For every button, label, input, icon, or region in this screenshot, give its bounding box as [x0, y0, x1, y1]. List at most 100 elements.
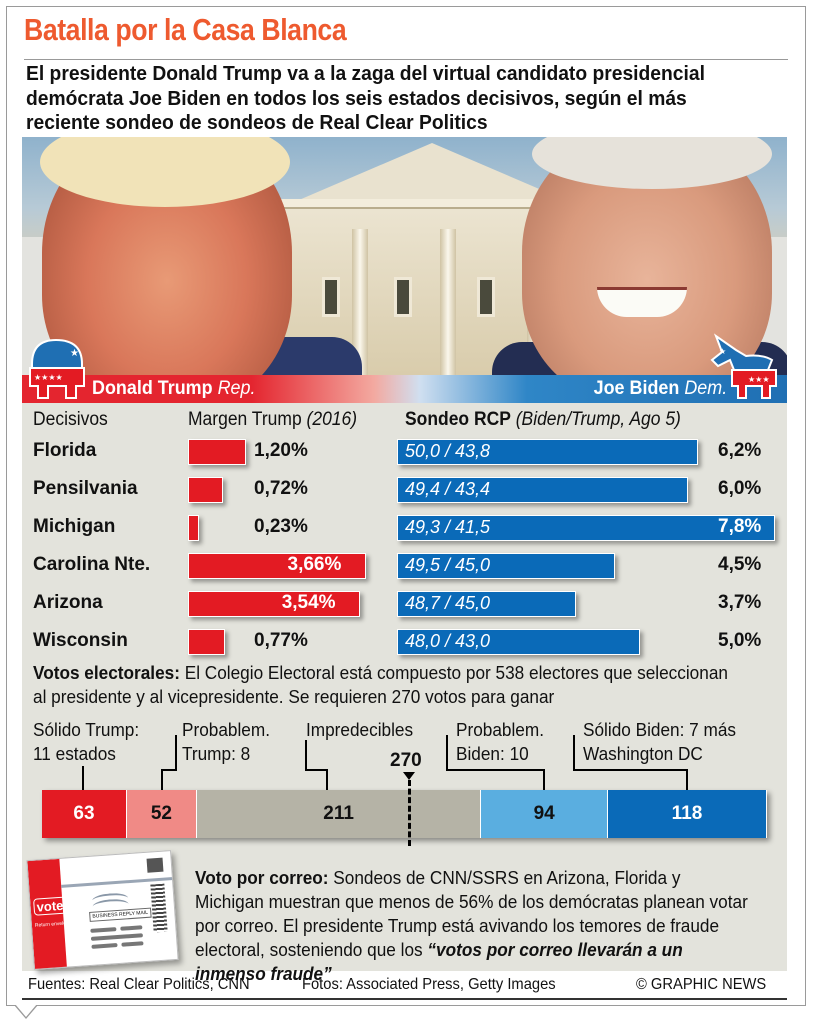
solid-biden-segment: 118	[607, 790, 767, 838]
poll-value: 49,3 / 41,5	[405, 517, 491, 537]
lean-trump-segment: 52	[126, 790, 197, 838]
page-title: Batalla por la Casa Blanca	[24, 12, 347, 47]
trump-margin-bar	[188, 553, 366, 579]
trump-margin-value: 3,66%	[287, 554, 342, 575]
trump-margin-bar	[188, 591, 360, 617]
svg-text:★★★★: ★★★★	[34, 373, 63, 382]
trump-margin-value: 1,20%	[254, 440, 308, 461]
electoral-category-label: Sólido Trump: 11 estados	[33, 718, 139, 766]
svg-text:★: ★	[719, 347, 726, 356]
biden-name-label: Joe Biden Dem.	[593, 377, 727, 399]
leader-line	[446, 769, 544, 771]
column	[352, 229, 368, 375]
threshold-label: 270	[390, 750, 422, 771]
state-label: Florida	[33, 440, 97, 461]
leader-line	[573, 769, 687, 771]
category-label-line2: 11 estados	[33, 743, 116, 764]
electoral-votes-value: 63	[73, 803, 95, 824]
leader-line	[175, 735, 177, 770]
sources-credit: Fuentes: Real Clear Politics, CNN	[28, 976, 250, 993]
electoral-votes-description: Votos electorales: El Colegio Electoral …	[33, 662, 728, 707]
photos-credit: Fotos: Associated Press, Getty Images	[302, 976, 556, 993]
poll-value: 49,5 / 45,0	[405, 555, 491, 575]
state-label: Carolina Nte.	[33, 554, 151, 575]
window	[477, 277, 495, 317]
trump-margin-bar	[188, 515, 200, 541]
trump-name-label: Donald Trump Rep.	[92, 377, 256, 399]
electoral-category-label: Probablem. Biden: 10	[456, 718, 544, 766]
trump-margin-bar	[188, 477, 223, 503]
vote-badge: vote!	[33, 896, 72, 916]
biden-poll-bar	[397, 439, 698, 465]
biden-lead-value: 6,2%	[718, 440, 762, 461]
column	[440, 229, 456, 375]
candidates-photo	[22, 137, 787, 375]
biden-lead-value: 3,7%	[718, 592, 762, 613]
leader-line	[573, 735, 575, 770]
biden-poll-bar	[397, 515, 776, 541]
trump-margin-bar	[188, 439, 247, 465]
svg-text:★: ★	[70, 348, 79, 359]
category-label-line2: Washington DC	[583, 743, 703, 764]
biden-lead-value: 7,8%	[718, 516, 762, 537]
democratic-donkey-icon: ★ ★★★	[710, 333, 777, 399]
biden-lead-value: 5,0%	[718, 630, 762, 651]
state-label: Michigan	[33, 516, 116, 537]
biden-lead-value: 6,0%	[718, 478, 762, 499]
poll-value: 49,4 / 43,4	[405, 479, 491, 499]
poll-value: 50,0 / 43,8	[405, 441, 491, 461]
biden-lead-value: 4,5%	[718, 554, 762, 575]
leader-line	[446, 735, 448, 770]
trump-margin-bar	[188, 629, 226, 655]
category-label-line2: Trump: 8	[182, 743, 251, 764]
electoral-votes-value: 94	[533, 803, 555, 824]
electoral-category-label: Impredecibles	[306, 718, 413, 742]
trump-margin-value: 3,54%	[281, 592, 336, 613]
state-label: Arizona	[33, 592, 103, 613]
toss-up-segment: 211	[196, 790, 482, 838]
footer-divider	[22, 998, 787, 1000]
category-label-line1: Probablem.	[456, 719, 544, 740]
electoral-votes-bar: 63 52 211 94 118	[42, 790, 767, 838]
white-house-pediment	[292, 143, 572, 203]
leader-line	[686, 769, 688, 795]
state-label: Pensilvania	[33, 478, 138, 499]
states-header: Decisivos	[33, 409, 108, 430]
solid-trump-segment: 63	[42, 790, 127, 838]
republican-elephant-icon: ★ ★★★★	[29, 338, 85, 399]
window	[322, 277, 340, 317]
biden-poll-bar	[397, 629, 640, 655]
category-label-line1: Sólido Biden: 7 más	[583, 719, 737, 740]
leader-line	[326, 769, 328, 795]
category-label-line1: Probablem.	[182, 719, 270, 740]
biden-poll-bar	[397, 591, 577, 617]
poll-value: 48,0 / 43,0	[405, 631, 491, 651]
lean-biden-segment: 94	[481, 790, 608, 838]
category-label-line2: Biden: 10	[456, 743, 529, 764]
subtitle: El presidente Donald Trump va a la zaga …	[26, 62, 705, 134]
poll-value: 48,7 / 45,0	[405, 593, 491, 613]
mail-vote-text: Voto por correo: Sondeos de CNN/SSRS en …	[195, 867, 748, 984]
trump-margin-value: 0,72%	[254, 478, 308, 499]
electoral-category-label: Probablem. Trump: 8	[182, 718, 270, 766]
return-envelope-label: Return envelope	[34, 920, 72, 929]
leader-line	[82, 766, 84, 796]
mail-ballot-envelope-icon: vote! Return envelope BUSINESS REPLY MAI…	[26, 850, 179, 970]
leader-line	[305, 740, 307, 770]
threshold-line	[408, 780, 411, 846]
svg-text:★★★: ★★★	[748, 375, 770, 384]
stamp-icon	[146, 857, 164, 873]
barcode-icon	[150, 883, 168, 933]
poll-header: Sondeo RCP (Biden/Trump, Ago 5)	[405, 409, 681, 430]
category-label-line1: Impredecibles	[306, 719, 414, 740]
candidate-name-band	[22, 375, 787, 403]
graphic-news-credit: © GRAPHIC NEWS	[636, 976, 767, 993]
leader-line	[161, 769, 163, 795]
trump-margin-value: 0,23%	[254, 516, 308, 537]
biden-poll-bar	[397, 477, 688, 503]
leader-line	[305, 769, 327, 771]
category-label-line1: Sólido Trump:	[33, 719, 140, 740]
electoral-votes-value: 52	[150, 803, 172, 824]
electoral-votes-value: 211	[323, 803, 354, 824]
biden-poll-bar	[397, 553, 616, 579]
